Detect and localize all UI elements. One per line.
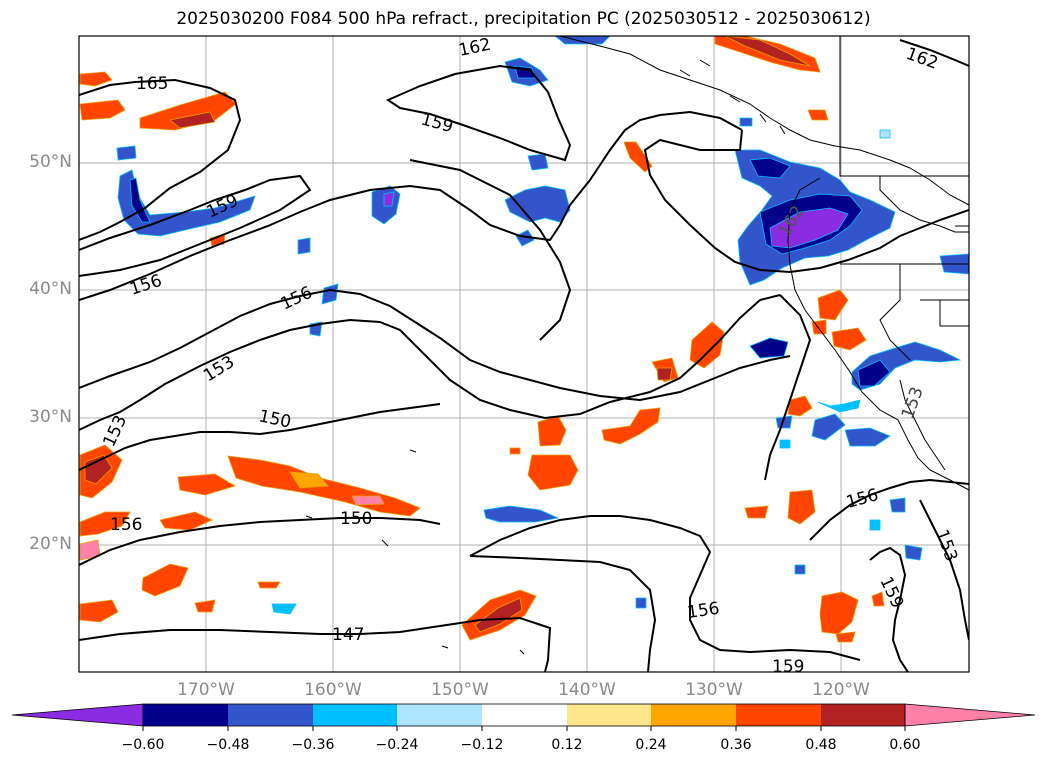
colorbar-segment xyxy=(228,704,313,726)
lon-label: 160°W xyxy=(304,680,362,700)
contour-label: 156 xyxy=(110,515,142,535)
contour-label: 159 xyxy=(772,657,804,677)
refractivity-contours xyxy=(79,39,969,672)
lat-label: 50°N xyxy=(29,152,72,172)
colorbar-tick-label: 0.24 xyxy=(635,737,667,753)
colorbar-segment xyxy=(821,704,905,726)
colorbar-segment xyxy=(651,704,736,726)
precip-negative-patches xyxy=(116,36,969,615)
contour-label-group: 165 162 159 162 159 156 156 153 153 150 … xyxy=(99,35,961,677)
colorbar-tick-label: −0.36 xyxy=(291,737,335,753)
lon-label: 120°W xyxy=(812,680,870,700)
lon-label: 130°W xyxy=(685,680,743,700)
colorbar-tick-label: 0.12 xyxy=(551,737,583,753)
colorbar-segment xyxy=(143,704,228,726)
lon-label: 170°W xyxy=(177,680,235,700)
colorbar-tick-label: 0.48 xyxy=(805,737,837,753)
map-frame xyxy=(78,35,970,673)
colorbar-tick-label: −0.24 xyxy=(375,737,419,753)
map-background xyxy=(79,36,969,672)
map-title: 2025030200 F084 500 hPa refract., precip… xyxy=(176,9,871,29)
lon-label: 150°W xyxy=(431,680,489,700)
colorbar-tick-label: −0.48 xyxy=(206,737,250,753)
lat-label: 30°N xyxy=(29,407,72,427)
colorbar-segment xyxy=(482,704,567,726)
contour-label: 156 xyxy=(686,599,721,623)
colorbar xyxy=(11,703,1036,731)
lat-label: 40°N xyxy=(29,279,72,299)
colorbar-tick-label: 0.36 xyxy=(720,737,752,753)
colorbar-segment xyxy=(397,704,482,726)
colorbar-segment xyxy=(567,704,651,726)
colorbar-segment xyxy=(736,704,821,726)
colorbar-extend-low xyxy=(11,703,144,727)
contour-label: 147 xyxy=(332,625,364,645)
colorbar-segment xyxy=(313,704,397,726)
contour-label: 165 xyxy=(136,74,168,94)
colorbar-tick-label: −0.60 xyxy=(121,737,165,753)
coastlines xyxy=(305,36,969,655)
precip-positive-patches xyxy=(79,36,885,643)
contour-label: 150 xyxy=(340,509,372,529)
colorbar-tick-label: −0.12 xyxy=(460,737,504,753)
lon-label: 140°W xyxy=(558,680,616,700)
lat-label: 20°N xyxy=(29,534,72,554)
colorbar-tick-label: 0.60 xyxy=(889,737,921,753)
colorbar-extend-high xyxy=(904,703,1036,727)
